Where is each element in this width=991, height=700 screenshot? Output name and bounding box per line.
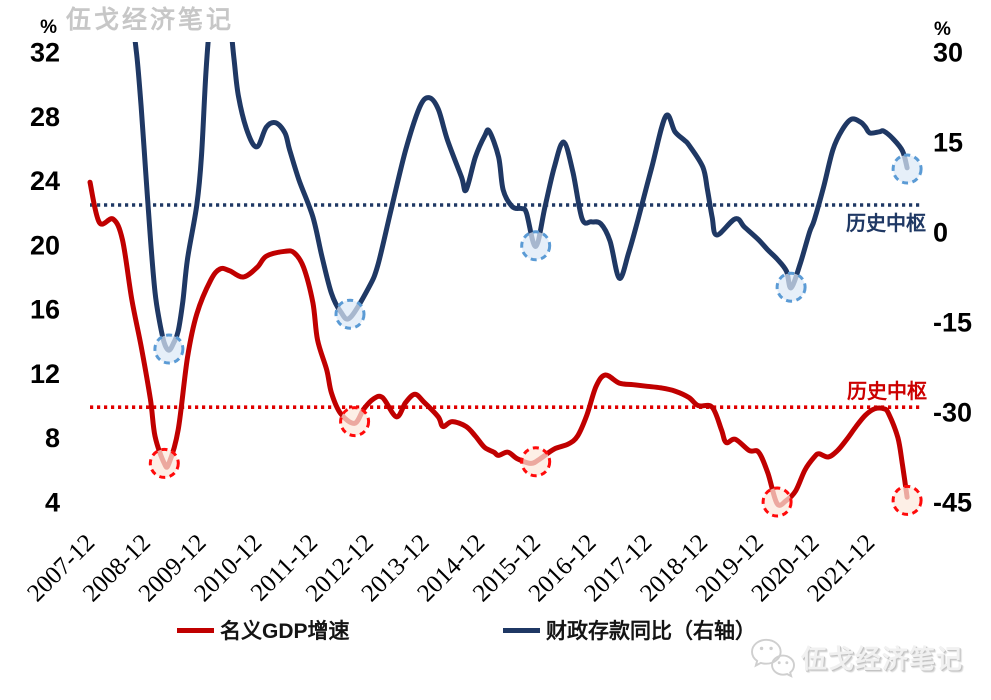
- left-axis-tick-4: 4: [45, 488, 60, 518]
- blue-center-line-label: 历史中枢: [846, 213, 926, 235]
- left-axis-tick-16: 16: [30, 295, 60, 325]
- right-axis-unit: %: [934, 19, 951, 40]
- highlight-circle-gdp-2015-12: [520, 446, 552, 478]
- right-axis-tick-30: 30: [933, 38, 963, 68]
- highlight-circle-fiscal-2009-05: [153, 333, 185, 365]
- legend-navy-line-swatch: [503, 627, 540, 633]
- left-axis-tick-32: 32: [30, 38, 60, 68]
- left-axis-tick-20: 20: [30, 230, 60, 260]
- highlight-circle-fiscal-2020-07: [775, 271, 807, 303]
- right-axis-tick-15: 15: [933, 128, 963, 158]
- red-center-line-label: 历史中枢: [847, 381, 927, 403]
- legend-red-line-swatch: [177, 627, 214, 633]
- series-line-gdp: [87, 179, 910, 508]
- legend-fiscal-label: 财政存款同比（右轴）: [546, 620, 756, 643]
- highlight-circle-gdp-2022-08: [891, 484, 923, 516]
- highlight-circle-fiscal-2012-08: [334, 298, 366, 330]
- left-axis-unit: %: [40, 17, 57, 38]
- right-axis-tick--30: -30: [933, 398, 972, 428]
- wechat-icon: [751, 638, 795, 678]
- highlight-circle-gdp-2009-04: [148, 447, 180, 479]
- highlight-circle-fiscal-2015-12: [520, 230, 552, 262]
- watermark-bottom-text: 伍戈经济笔记: [801, 643, 964, 674]
- right-axis-tick-0: 0: [933, 218, 948, 248]
- left-axis-tick-24: 24: [30, 166, 60, 196]
- left-axis-tick-28: 28: [30, 102, 60, 132]
- highlight-circle-fiscal-2022-08: [891, 153, 923, 185]
- highlight-circle-gdp-2012-09: [339, 406, 371, 438]
- right-axis-tick--45: -45: [933, 488, 972, 518]
- left-axis-tick-12: 12: [30, 359, 60, 389]
- legend-gdp-label: 名义GDP增速: [220, 620, 350, 643]
- watermark-bottom: 伍戈经济笔记: [750, 636, 963, 678]
- legend-item-gdp: 名义GDP增速: [177, 615, 350, 645]
- series-line-fiscal: [132, 42, 910, 353]
- left-axis-tick-8: 8: [45, 423, 60, 453]
- watermark-top-text: 伍戈经济笔记: [66, 6, 235, 34]
- right-axis-tick--15: -15: [933, 308, 972, 338]
- highlight-circle-gdp-2020-04: [761, 486, 793, 518]
- legend-item-fiscal: 财政存款同比（右轴）: [503, 615, 756, 645]
